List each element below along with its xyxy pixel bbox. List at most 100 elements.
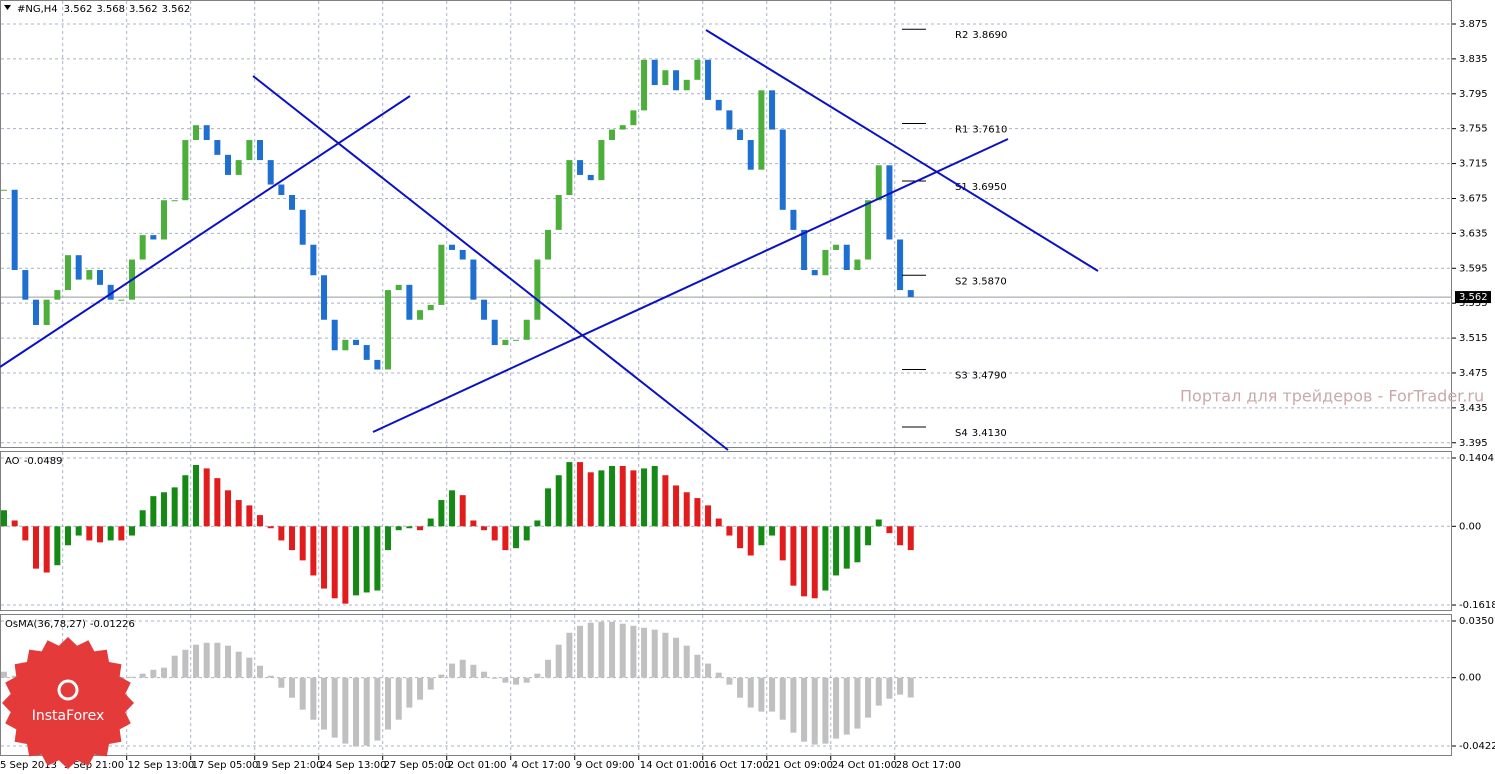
indicator-bar xyxy=(630,625,637,678)
indicator-bar xyxy=(395,526,402,531)
indicator-bar xyxy=(566,462,573,527)
indicator-bar xyxy=(875,519,882,527)
candle-body xyxy=(769,90,776,130)
indicator-bar xyxy=(811,677,818,745)
candle-body xyxy=(513,339,520,341)
indicator-bar xyxy=(438,674,445,678)
indicator-bar xyxy=(139,510,146,527)
indicator-bar xyxy=(865,526,872,546)
candle-body xyxy=(171,200,178,202)
indicator-bar xyxy=(342,526,349,604)
indicator-bar xyxy=(566,632,573,678)
indicator-bar xyxy=(363,526,370,593)
indicator-bar xyxy=(150,669,157,678)
indicator-bar xyxy=(907,526,914,551)
indicator-bar xyxy=(523,526,530,541)
candle-body xyxy=(449,244,456,250)
candle-body xyxy=(267,160,274,185)
indicator-bar xyxy=(534,520,541,527)
candle-body xyxy=(822,249,829,276)
indicator-bar xyxy=(683,492,690,527)
pivot-name: S2 xyxy=(955,276,968,287)
candle-body xyxy=(395,284,402,291)
pivot-value: 3.7610 xyxy=(972,124,1007,135)
candle-body xyxy=(203,125,210,141)
indicator-bar xyxy=(246,657,253,678)
candle-body xyxy=(907,290,914,298)
indicator-bar xyxy=(897,526,904,546)
candle-body xyxy=(758,90,765,170)
indicator-bar xyxy=(235,500,242,527)
candle-body xyxy=(683,79,690,91)
indicator-bar xyxy=(555,475,562,527)
candle-body xyxy=(225,154,232,175)
candle-body xyxy=(587,174,594,181)
indicator-bar xyxy=(897,677,904,695)
candle-body xyxy=(353,339,360,346)
indicator-bar xyxy=(214,478,221,527)
indicator-bar xyxy=(726,677,733,685)
candle-body xyxy=(886,165,893,240)
y-tick-label: 0.00 xyxy=(1459,521,1481,532)
indicator-bar xyxy=(278,526,285,541)
indicator-bar xyxy=(374,526,381,591)
indicator-bar xyxy=(150,496,157,527)
candle-body xyxy=(854,259,861,271)
indicator-bar xyxy=(161,492,168,527)
candle-body xyxy=(321,275,328,320)
trend-line xyxy=(705,29,1099,272)
indicator-bar xyxy=(353,677,360,747)
candle-body xyxy=(161,200,168,240)
indicator-bar xyxy=(182,649,189,678)
indicator-bar xyxy=(801,677,808,742)
candle-body xyxy=(257,140,264,161)
candle-body xyxy=(491,319,498,346)
indicator-bar xyxy=(470,520,477,527)
candle-body xyxy=(875,165,882,201)
last-price-box xyxy=(1455,291,1491,304)
indicator-bar xyxy=(502,677,509,683)
pivot-label: S2 3.5870 xyxy=(955,276,1007,287)
candle-body xyxy=(502,339,509,346)
indicator-bar xyxy=(321,677,328,730)
indicator-bar xyxy=(97,526,104,543)
indicator-bar xyxy=(641,627,648,678)
candle-body xyxy=(385,290,392,370)
indicator-bar xyxy=(630,470,637,527)
candle-body xyxy=(737,129,744,141)
indicator-bar xyxy=(267,675,274,678)
indicator-bar xyxy=(481,526,488,531)
candle-body xyxy=(289,194,296,210)
indicator-bar xyxy=(534,673,541,678)
candle-body xyxy=(11,189,18,271)
panel-frame xyxy=(0,451,1452,611)
candle-body xyxy=(577,160,584,175)
indicator-bar xyxy=(43,526,50,573)
pivot-value: 3.8690 xyxy=(972,30,1007,41)
indicator-bar xyxy=(481,671,488,678)
y-tick-label: 0.00 xyxy=(1459,673,1481,684)
y-tick-label: 3.715 xyxy=(1459,159,1488,170)
indicator-bar xyxy=(854,526,861,563)
indicator-bar xyxy=(246,505,253,527)
ohlc-value: 3.568 xyxy=(96,4,125,15)
indicator-bar xyxy=(694,498,701,527)
candle-body xyxy=(662,70,669,86)
candle-body xyxy=(641,59,648,111)
indicator-bar xyxy=(886,677,893,699)
candle-body xyxy=(118,299,125,301)
candle-body xyxy=(705,59,712,100)
indicator-bar xyxy=(833,526,840,576)
candle-body xyxy=(865,200,872,260)
pivot-label: S3 3.4790 xyxy=(955,370,1007,381)
y-tick-label: 3.755 xyxy=(1459,124,1488,135)
indicator-bar xyxy=(331,677,338,738)
trend-line xyxy=(372,138,1009,433)
indicator-name: AO xyxy=(5,456,20,467)
candle-body xyxy=(747,140,754,170)
candle-body xyxy=(97,270,104,285)
indicator-bar xyxy=(747,677,754,708)
indicator-bar xyxy=(118,526,125,541)
y-tick-label: 3.795 xyxy=(1459,89,1488,100)
candle-body xyxy=(193,125,200,141)
